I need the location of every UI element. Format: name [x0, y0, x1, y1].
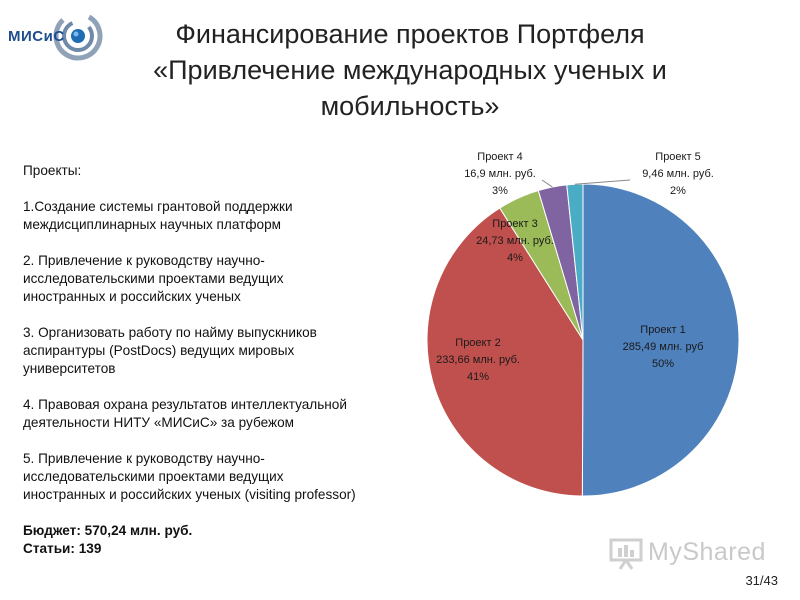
project-item-1: 1.Создание системы грантовой поддержки м…	[23, 198, 423, 234]
project-item-text: 3. Организовать работу по найму выпускни…	[23, 325, 317, 340]
project-item-text: иностранных и российских ученых	[23, 289, 241, 304]
slice-label-4: Проект 4 16,9 млн. руб. 3%	[464, 151, 536, 197]
slice-label-5: Проект 5 9,46 млн. руб. 2%	[642, 151, 714, 197]
projects-list: Проекты: 1.Создание системы грантовой по…	[23, 162, 423, 558]
title-line-3: мобильность»	[320, 91, 500, 121]
project-item-text: 2. Привлечение к руководству научно-	[23, 253, 265, 268]
watermark-text: MyShared	[648, 538, 766, 566]
presentation-icon	[609, 538, 643, 570]
slice-name-label: Проект 4	[477, 151, 522, 163]
slice-label-1: Проект 1 285,49 млн. руб 50%	[623, 324, 704, 370]
articles-text: Статьи: 139	[23, 541, 102, 556]
slice-percent-label: 50%	[652, 358, 674, 370]
project-item-text: 5. Привлечение к руководству научно-	[23, 451, 265, 466]
misis-logo: МИСиС	[6, 6, 106, 66]
slice-percent-label: 3%	[492, 185, 508, 197]
pie-chart-svg: Проект 1 285,49 млн. руб 50% Проект 2 233,66…	[426, 151, 740, 497]
project-item-text: исследовательскими проектами ведущих	[23, 469, 284, 484]
slice-amount-label: 9,46 млн. руб.	[642, 168, 714, 180]
leader-line-4	[541, 179, 553, 188]
slice-percent-label: 4%	[507, 252, 523, 264]
slide-title: Финансирование проектов Портфеля «Привле…	[100, 16, 720, 124]
project-item-2: 2. Привлечение к руководству научно- исс…	[23, 252, 423, 306]
title-line-2: «Привлечение международных ученых и	[153, 55, 667, 85]
page-number: 31/43	[745, 573, 778, 588]
project-item-text: университетов	[23, 361, 116, 376]
project-item-text: 4. Правовая охрана результатов интеллект…	[23, 397, 347, 412]
pie-slice-1	[581, 183, 740, 497]
project-item-text: деятельности НИТУ «МИСиС» за рубежом	[23, 415, 294, 430]
title-line-1: Финансирование проектов Портфеля	[175, 19, 645, 49]
project-item-text: аспирантуры (PostDocs) ведущих мировых	[23, 343, 295, 358]
projects-heading: Проекты:	[23, 163, 82, 178]
slice-amount-label: 285,49 млн. руб	[623, 341, 704, 353]
slice-name-label: Проект 2	[455, 337, 500, 349]
pie-chart: Проект 1 285,49 млн. руб 50% Проект 2 233,66…	[420, 140, 800, 510]
project-item-5: 5. Привлечение к руководству научно- исс…	[23, 450, 423, 504]
slice-label-2: Проект 2 233,66 млн. руб. 41%	[436, 337, 520, 383]
project-item-4: 4. Правовая охрана результатов интеллект…	[23, 396, 423, 432]
slice-amount-label: 233,66 млн. руб.	[436, 354, 520, 366]
project-item-text: 1.Создание системы грантовой поддержки	[23, 199, 293, 214]
slice-percent-label: 2%	[670, 185, 686, 197]
project-item-text: междисциплинарных научных платформ	[23, 217, 281, 232]
budget-text: Бюджет: 570,24 млн. руб.	[23, 523, 193, 538]
project-item-text: иностранных и российских ученых (visitin…	[23, 487, 356, 502]
misis-logo-emblem	[53, 11, 103, 61]
project-item-3: 3. Организовать работу по найму выпускни…	[23, 324, 423, 378]
slice-amount-label: 16,9 млн. руб.	[464, 168, 536, 180]
leader-line-5	[574, 179, 631, 185]
slice-label-3: Проект 3 24,73 млн. руб. 4%	[476, 218, 554, 264]
slice-percent-label: 41%	[467, 371, 489, 383]
slice-name-label: Проект 5	[655, 151, 700, 163]
slice-name-label: Проект 3	[492, 218, 537, 230]
slice-amount-label: 24,73 млн. руб.	[476, 235, 554, 247]
pie-slice-2	[426, 207, 584, 497]
logo-text: МИСиС	[8, 28, 65, 45]
myshared-watermark: MyShared	[608, 536, 778, 572]
slice-name-label: Проект 1	[640, 324, 685, 336]
project-item-text: исследовательскими проектами ведущих	[23, 271, 284, 286]
